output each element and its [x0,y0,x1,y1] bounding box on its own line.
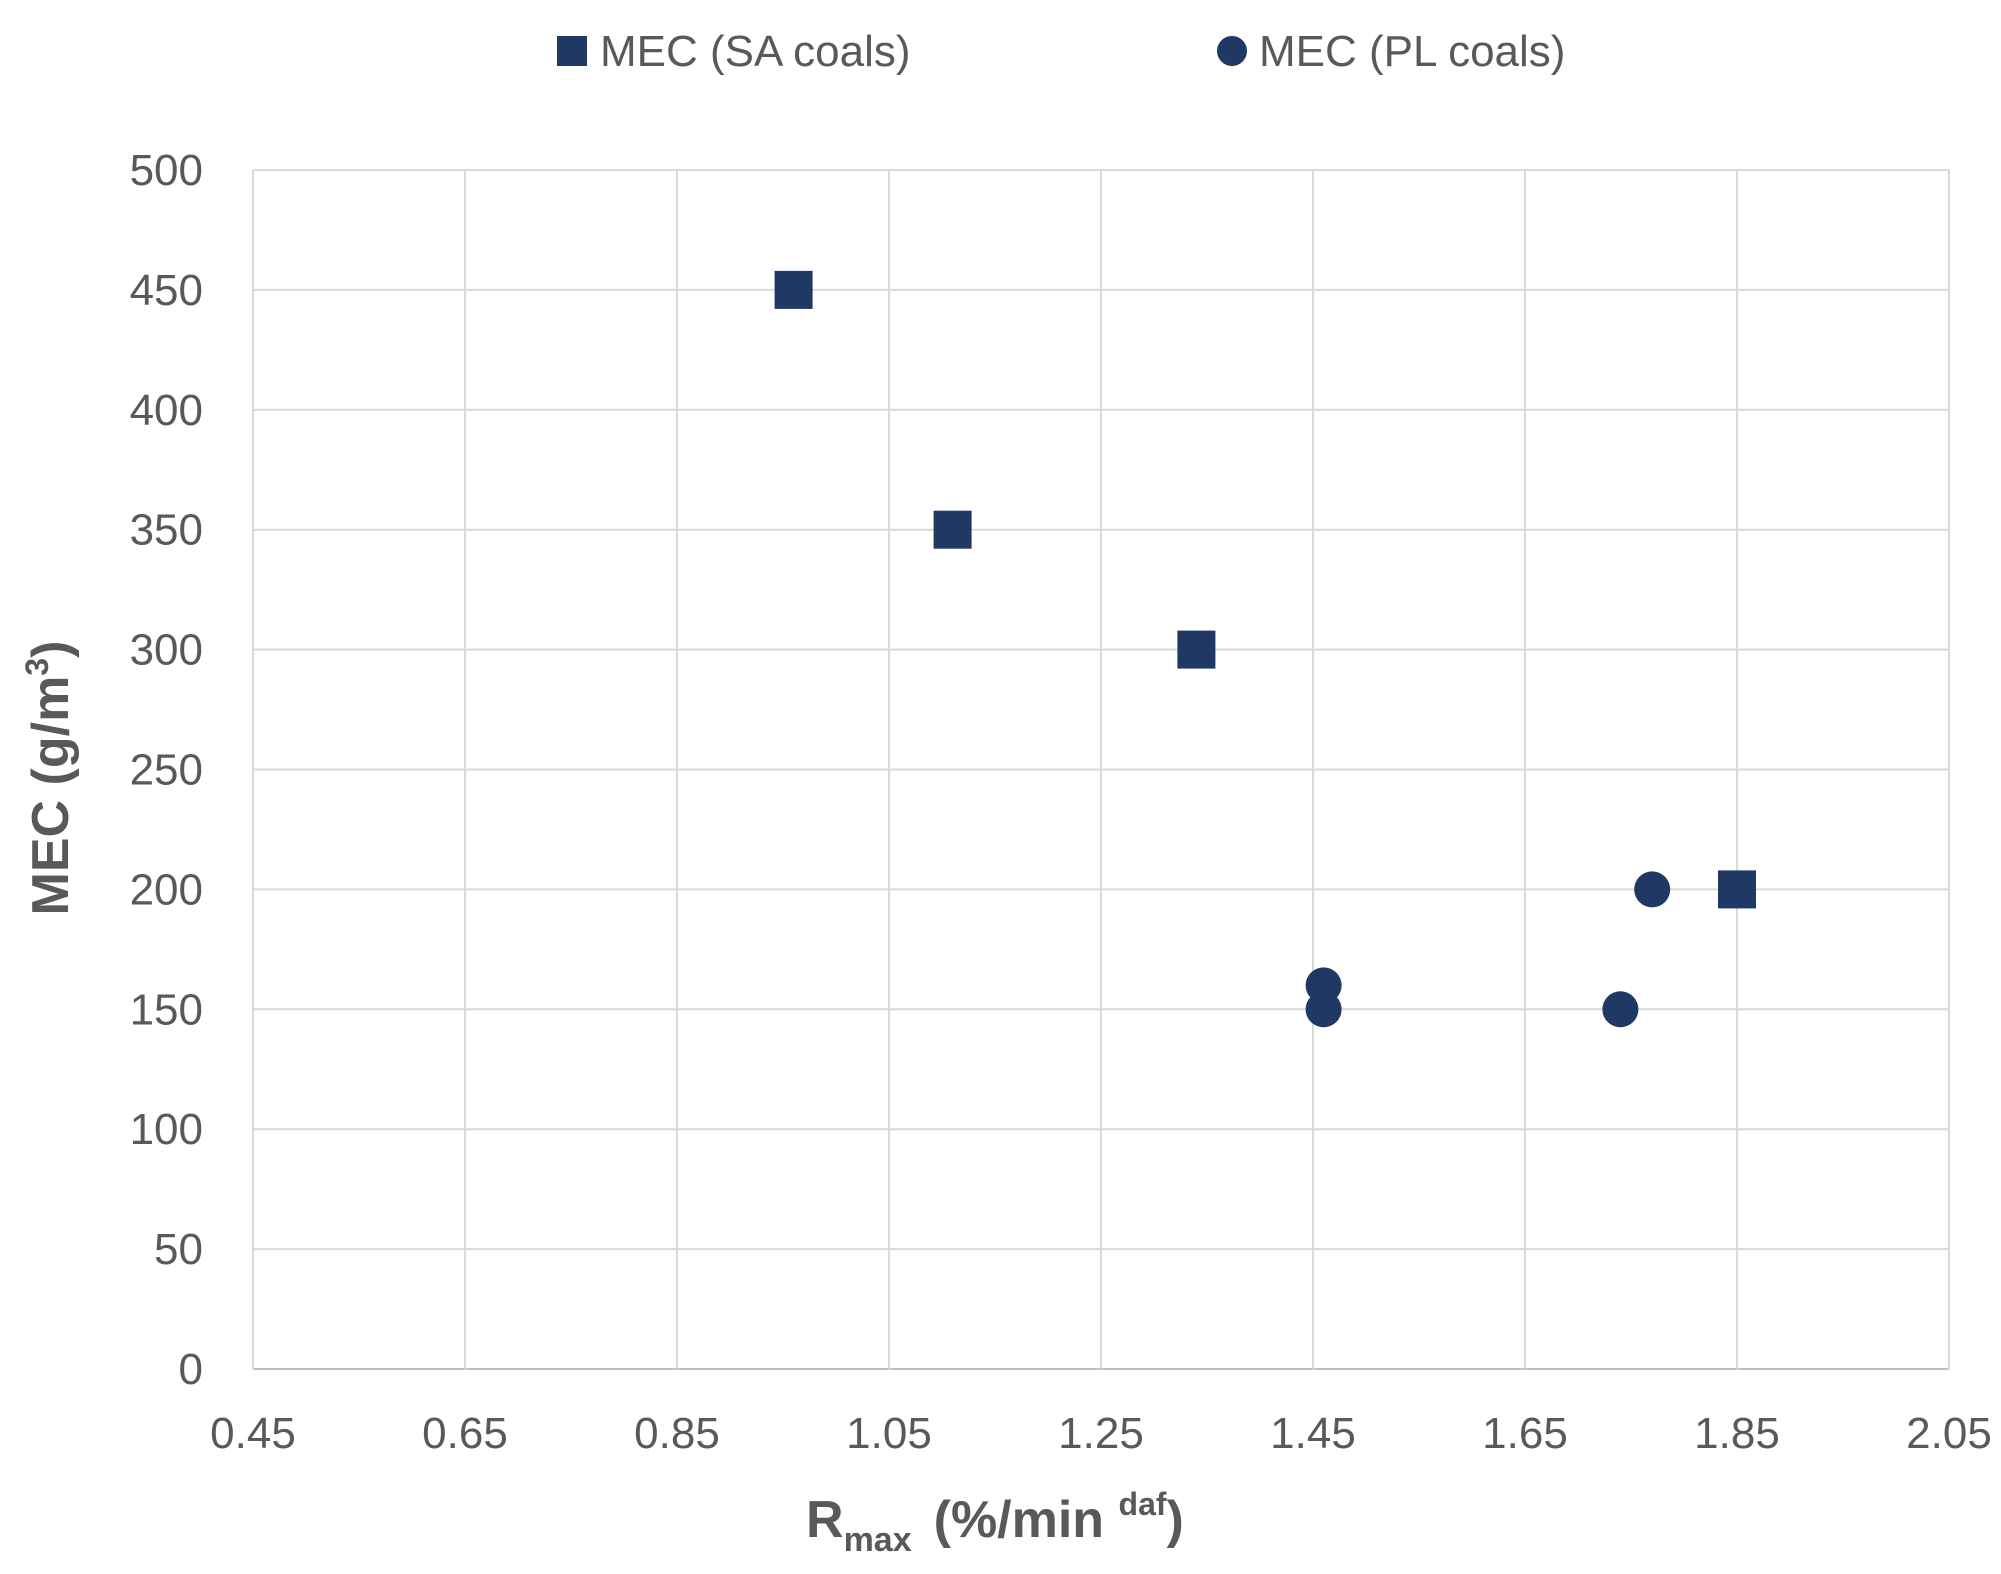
y-tick-label: 400 [130,386,203,435]
grid-layer [252,169,1950,1370]
x-tick-label: 2.05 [1906,1409,1992,1458]
legend-label-pl: MEC (PL coals) [1259,27,1565,76]
x-tick-label: 1.65 [1482,1409,1568,1458]
y-axis-title-main: MEC (g/m [22,676,80,916]
x-tick-label: 1.45 [1270,1409,1356,1458]
x-axis-title-rest: (%/min [934,1491,1119,1549]
x-tick-label: 0.65 [422,1409,508,1458]
y-tick-label: 200 [130,865,203,914]
pl-coal-point [1634,871,1671,908]
sa-coal-point [933,510,972,549]
x-tick-label: 1.25 [1058,1409,1144,1458]
x-axis-title-close: ) [1167,1491,1184,1549]
y-axis-ticks: 0 50 100 150 200 250 300 350 400 450 500 [130,146,203,1394]
y-tick-label: 350 [130,506,203,555]
legend-square-marker [557,36,587,66]
y-tick-label: 300 [130,626,203,675]
pl-coal-point [1305,991,1342,1028]
x-axis-title-main: R [806,1491,844,1549]
x-axis-title-sup: daf [1119,1486,1167,1522]
y-axis-title-sup: 3 [19,658,55,676]
y-axis-title: MEC (g/m3) [19,641,80,916]
sa-coal-point [1718,870,1756,909]
x-tick-label: 1.05 [846,1409,932,1458]
x-axis-title-sub: max [844,1521,912,1559]
y-tick-label: 250 [130,746,203,795]
data-points [774,270,1756,1028]
x-axis-title: Rmax (%/min daf) [806,1486,1184,1559]
sa-coal-point [774,270,813,309]
y-tick-label: 0 [179,1345,203,1394]
x-tick-label: 1.85 [1694,1409,1780,1458]
y-tick-label: 50 [154,1225,203,1274]
legend-circle-marker [1217,36,1247,66]
x-tick-label: 0.45 [210,1409,296,1458]
pl-coal-point [1602,991,1639,1028]
sa-coal-point [1177,630,1216,669]
legend: MEC (SA coals) MEC (PL coals) [557,27,1565,76]
y-tick-label: 150 [130,985,203,1034]
y-tick-label: 500 [130,146,203,195]
y-tick-label: 100 [130,1105,203,1154]
legend-label-sa: MEC (SA coals) [600,27,911,76]
y-tick-label: 450 [130,266,203,315]
y-axis-title-close: ) [22,641,80,658]
x-tick-label: 0.85 [634,1409,720,1458]
x-axis-ticks: 0.45 0.65 0.85 1.05 1.25 1.45 1.65 1.85 2.05 [210,1409,1992,1458]
